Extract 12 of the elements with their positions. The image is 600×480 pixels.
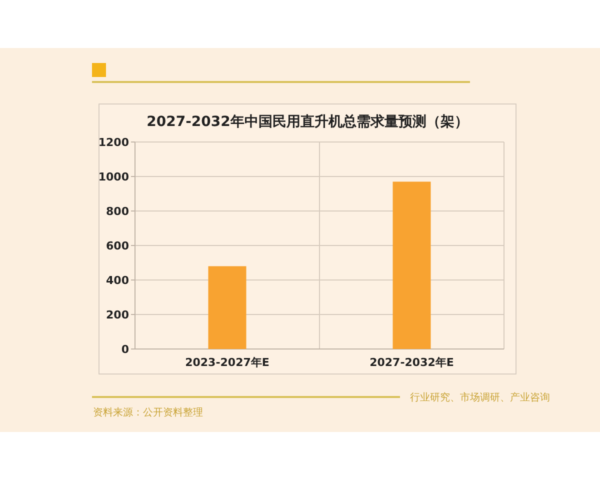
chart-title: 2027-2032年中国民用直升机总需求量预测（架） bbox=[146, 113, 468, 130]
y-tick-label: 0 bbox=[121, 342, 130, 356]
y-tick-label: 400 bbox=[106, 274, 130, 287]
text: 资料来源：公开资料整理 bbox=[93, 406, 203, 418]
y-tick-label: 1000 bbox=[98, 170, 130, 184]
y-tick-label: 1200 bbox=[98, 136, 130, 149]
x-tick-label: 2023-2027年E bbox=[185, 356, 270, 369]
y-tick-label: 600 bbox=[106, 239, 130, 252]
x-tick-label: 2027-2032年E bbox=[370, 356, 454, 369]
y-tick-label: 800 bbox=[106, 204, 130, 218]
y-tick-label: 200 bbox=[106, 308, 130, 322]
text: 行业研究、市场调研、产业咨询 bbox=[410, 392, 550, 404]
